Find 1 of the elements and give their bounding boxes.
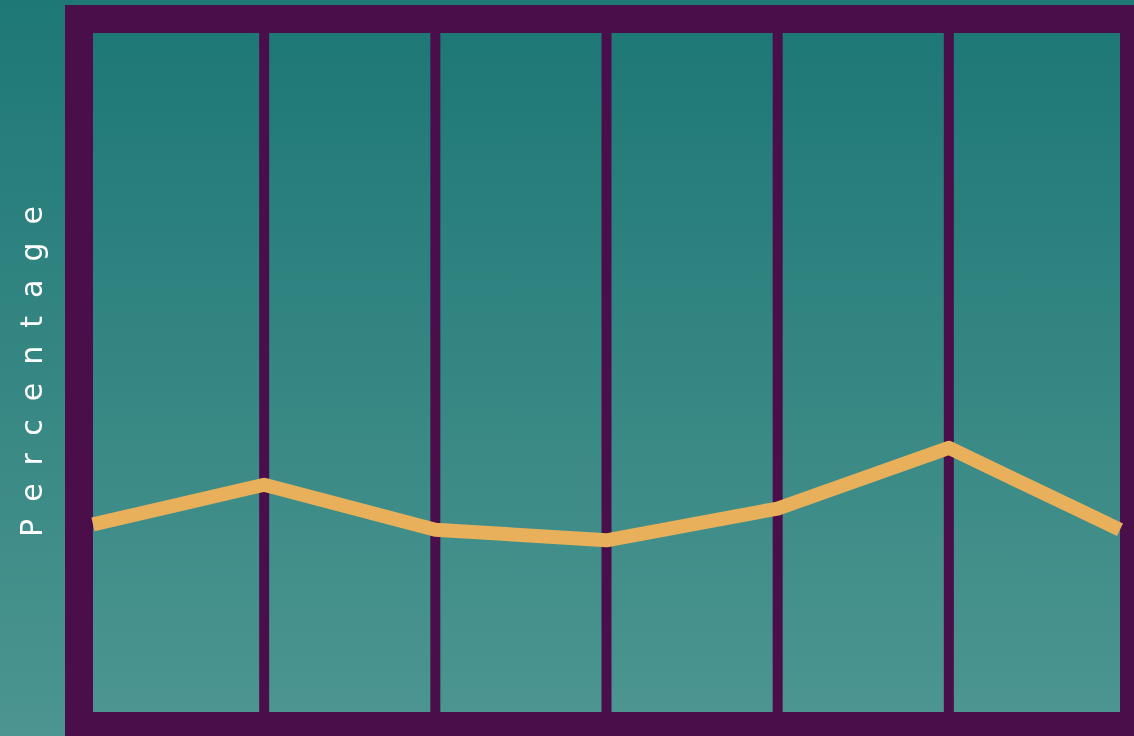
y-axis-title: Percentage bbox=[14, 188, 49, 537]
